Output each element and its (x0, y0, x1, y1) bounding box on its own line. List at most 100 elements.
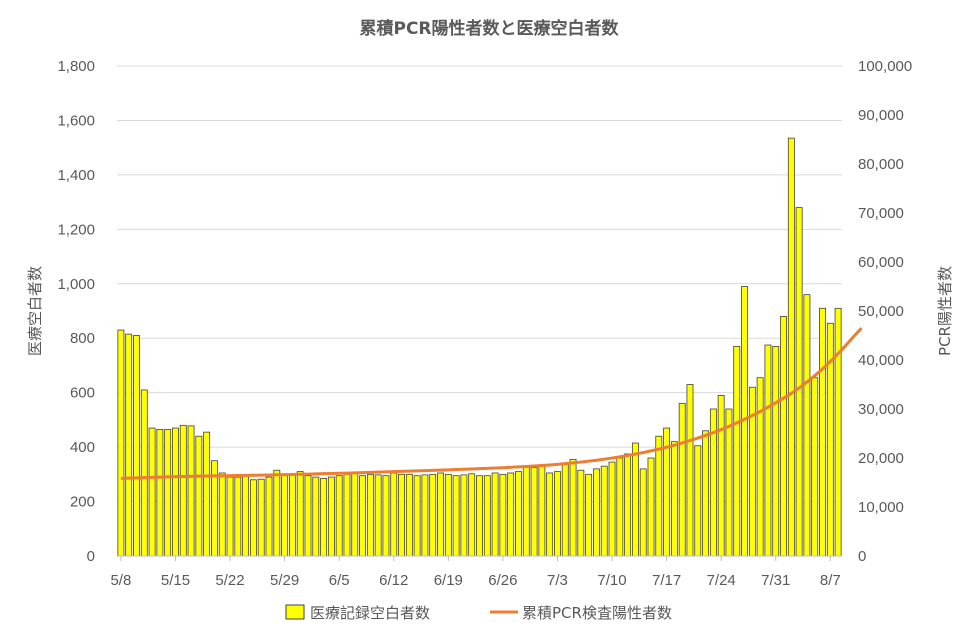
y-axis-title-left: 医療空白者数 (26, 266, 44, 356)
y-tick-label-left: 1,400 (57, 167, 95, 184)
legend: 医療記録空白者数 累積PCR検査陽性者数 (285, 604, 672, 622)
y-tick-label-right: 10,000 (858, 499, 904, 516)
bar (234, 476, 242, 557)
bar (437, 472, 444, 557)
bar (748, 386, 756, 557)
bar (725, 408, 733, 557)
bar (585, 473, 593, 557)
bar (140, 389, 148, 557)
bar (257, 478, 265, 557)
bar (616, 457, 624, 557)
y-tick-label-right: 30,000 (858, 401, 904, 418)
bar (811, 377, 819, 557)
bar (624, 453, 632, 557)
bar (343, 473, 351, 557)
bar (125, 333, 133, 557)
bar (476, 475, 483, 557)
legend-label-line: 累積PCR検査陽性者数 (522, 604, 672, 622)
bar (296, 471, 304, 557)
bar (179, 424, 187, 557)
bar-series (117, 137, 842, 557)
bar (491, 472, 499, 557)
x-tick-label: 7/10 (597, 572, 626, 589)
bar (156, 429, 164, 557)
x-tick-label: 7/31 (761, 572, 790, 589)
bar (452, 475, 460, 557)
bar (320, 478, 328, 557)
bar (382, 475, 390, 557)
bar (499, 473, 507, 557)
bar (639, 468, 647, 557)
bar (647, 457, 655, 557)
y-tick-label-right: 60,000 (858, 254, 904, 271)
bar (593, 468, 600, 557)
bar (187, 425, 195, 557)
x-tick-label: 8/7 (820, 572, 841, 589)
bar (390, 472, 398, 557)
bar (249, 479, 257, 557)
legend-swatch-bar (285, 604, 305, 620)
bar (288, 473, 296, 557)
bar (226, 476, 234, 557)
y-tick-label-right: 20,000 (858, 450, 904, 467)
y-tick-label-left: 1,200 (57, 221, 95, 238)
bar (694, 445, 702, 557)
bar (515, 471, 522, 557)
bar (413, 475, 421, 557)
bar (374, 474, 382, 557)
bar (507, 472, 515, 557)
bar (554, 471, 561, 557)
bar (468, 473, 476, 557)
bar (702, 430, 710, 557)
bar (795, 207, 803, 557)
bar (546, 472, 554, 557)
bar (787, 137, 795, 557)
y-tick-label-left: 0 (87, 548, 95, 565)
y-tick-label-right: 40,000 (858, 352, 904, 369)
bar (312, 476, 320, 557)
x-tick-label: 5/22 (215, 572, 244, 589)
bar (538, 465, 546, 557)
bar (569, 458, 577, 557)
bar (242, 475, 250, 557)
x-tick-label: 5/29 (270, 572, 299, 589)
x-tick-label: 6/19 (434, 572, 463, 589)
bar (530, 467, 538, 557)
bar (561, 463, 569, 557)
bar (655, 435, 663, 557)
y-tick-label-left: 200 (70, 494, 95, 511)
bar (203, 431, 211, 557)
y-tick-label-right: 70,000 (858, 205, 904, 222)
y-tick-label-right: 90,000 (858, 107, 904, 124)
bar (164, 429, 172, 557)
bar (304, 475, 312, 557)
x-tick-label: 6/26 (488, 572, 517, 589)
bar (421, 474, 429, 557)
bar (335, 475, 343, 557)
bar (281, 473, 289, 557)
y-tick-label-left: 800 (70, 330, 95, 347)
x-tick-label: 5/15 (161, 572, 190, 589)
y-tick-label-left: 600 (70, 385, 95, 402)
bar (803, 294, 811, 557)
bar (678, 403, 686, 557)
bar (819, 307, 826, 557)
bar (172, 427, 179, 557)
y-tick-label-left: 1,000 (57, 276, 95, 293)
bar (148, 427, 156, 557)
x-tick-label: 7/24 (707, 572, 736, 589)
bar (195, 435, 203, 557)
axes: 0 200 400 600 800 1,000 1,200 1,400 1,600 1,800 0 1… (57, 58, 912, 589)
bar (600, 465, 608, 557)
chart-title: 累積PCR陽性者数と医療空白者数 (359, 18, 619, 39)
series-line (120, 327, 863, 481)
bar (218, 472, 226, 557)
bar (351, 472, 359, 557)
bar (273, 469, 281, 557)
bar (429, 473, 437, 557)
x-tick-label: 7/17 (652, 572, 681, 589)
x-tick-label: 5/8 (110, 572, 131, 589)
bar (686, 384, 694, 557)
bar (265, 476, 273, 557)
